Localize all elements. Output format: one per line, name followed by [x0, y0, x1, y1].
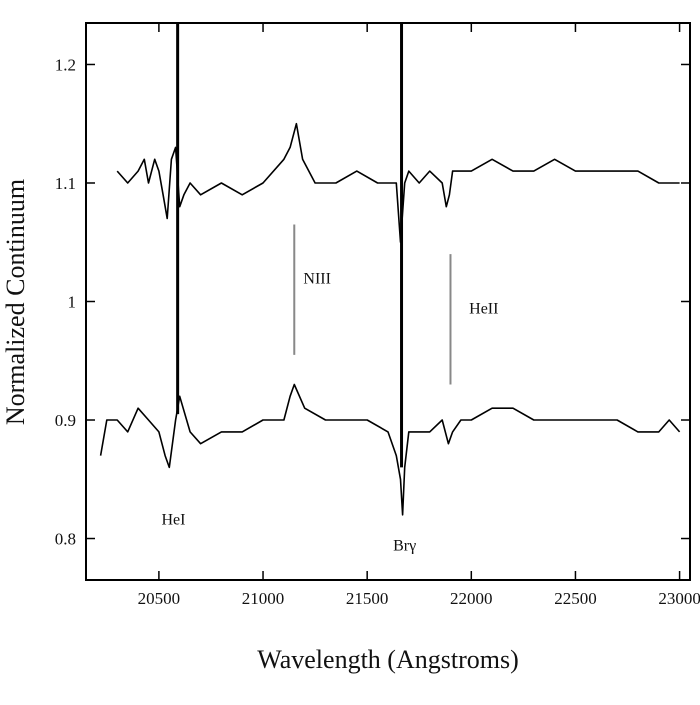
y-axis-title: Normalized Continuum — [1, 179, 30, 425]
x-tick-label: 21000 — [242, 589, 285, 608]
y-tick-label: 0.9 — [55, 411, 76, 430]
annotation-label-3: HeII — [469, 300, 498, 317]
x-tick-label: 23000 — [658, 589, 700, 608]
y-tick-label: 1 — [68, 293, 77, 312]
x-tick-label: 20500 — [138, 589, 181, 608]
annotation-label-2: NIII — [303, 271, 331, 288]
x-tick-label: 22000 — [450, 589, 493, 608]
y-tick-label: 1.1 — [55, 174, 76, 193]
y-tick-label: 0.8 — [55, 530, 76, 549]
spectrum-line-1 — [116, 122, 680, 243]
annotations-layer: HeI NIII HeII Brγ — [161, 271, 498, 555]
x-axis-title: Wavelength (Angstroms) — [257, 645, 518, 674]
plot-layer — [99, 23, 681, 516]
spectrum-line-2 — [99, 383, 681, 516]
ticks-layer — [86, 23, 690, 580]
x-tick-label: 21500 — [346, 589, 389, 608]
annotation-label-4: Brγ — [393, 537, 416, 554]
annotation-label-1: HeI — [161, 511, 185, 528]
y-tick-label: 1.2 — [55, 55, 76, 74]
x-tick-label: 22500 — [554, 589, 597, 608]
labels-layer: 20500 21000 21500 22000 22500 23000 0.8 0.9 1 1.1… — [55, 55, 700, 608]
